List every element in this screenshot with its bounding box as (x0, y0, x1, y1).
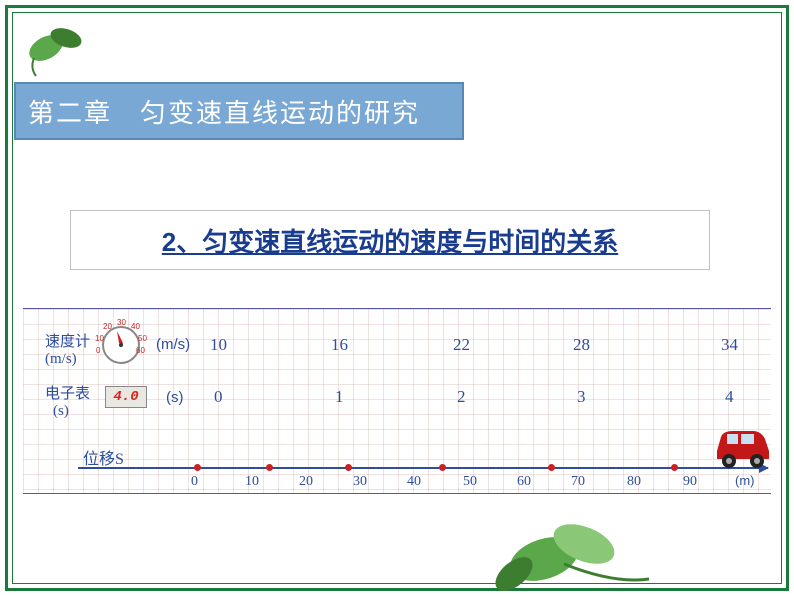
velocity-value: 28 (573, 335, 590, 355)
axis-tick: 70 (571, 474, 585, 490)
dial-number: 30 (117, 318, 126, 327)
velocity-value: 34 (721, 335, 738, 355)
section-title: 2、匀变速直线运动的速度与时间的关系 (162, 222, 618, 259)
lcd-value: 4.0 (113, 389, 138, 405)
axis-tick: 0 (191, 474, 198, 490)
axis-tick: 40 (407, 474, 421, 490)
time-unit: (s) (166, 389, 184, 406)
axis-tick: 30 (353, 474, 367, 490)
chapter-title-box: 第二章 匀变速直线运动的研究 (14, 82, 464, 140)
motion-diagram: 速度计 (m/s) 0 10 20 30 40 50 60 (m/s) 电子表 … (23, 308, 771, 494)
clock-label: 电子表 (s) (45, 386, 90, 419)
displacement-axis (78, 467, 768, 469)
velocity-value: 16 (331, 335, 348, 355)
velocity-unit: (m/s) (156, 336, 190, 353)
position-dot (345, 464, 352, 471)
dial-number: 10 (95, 334, 104, 343)
dial-number: 20 (103, 322, 112, 331)
axis-tick: 80 (627, 474, 641, 490)
time-value: 0 (214, 387, 223, 407)
time-value: 1 (335, 387, 344, 407)
position-dot (548, 464, 555, 471)
dial-number: 40 (131, 322, 140, 331)
dial-number: 0 (96, 346, 100, 355)
leaf-icon (474, 504, 654, 594)
axis-tick: 90 (683, 474, 697, 490)
chapter-title: 第二章 匀变速直线运动的研究 (28, 93, 420, 130)
car-icon (711, 421, 771, 469)
leaf-icon (24, 18, 94, 78)
position-dot (439, 464, 446, 471)
dial-number: 60 (136, 346, 145, 355)
axis-tick: 50 (463, 474, 477, 490)
time-value: 4 (725, 387, 734, 407)
velocity-value: 22 (453, 335, 470, 355)
axis-tick: 60 (517, 474, 531, 490)
axis-tick: 20 (299, 474, 313, 490)
position-dot (194, 464, 201, 471)
displacement-label: 位移S (83, 445, 124, 469)
time-value: 3 (577, 387, 586, 407)
dial-number: 50 (138, 334, 147, 343)
position-dot (266, 464, 273, 471)
time-value: 2 (457, 387, 466, 407)
position-dot (671, 464, 678, 471)
speedometer-label: 速度计 (m/s) (45, 334, 90, 367)
axis-tick: 10 (245, 474, 259, 490)
axis-unit: (m) (735, 473, 755, 488)
section-title-box: 2、匀变速直线运动的速度与时间的关系 (70, 210, 710, 270)
lcd-display: 4.0 (105, 386, 147, 408)
velocity-value: 10 (210, 335, 227, 355)
